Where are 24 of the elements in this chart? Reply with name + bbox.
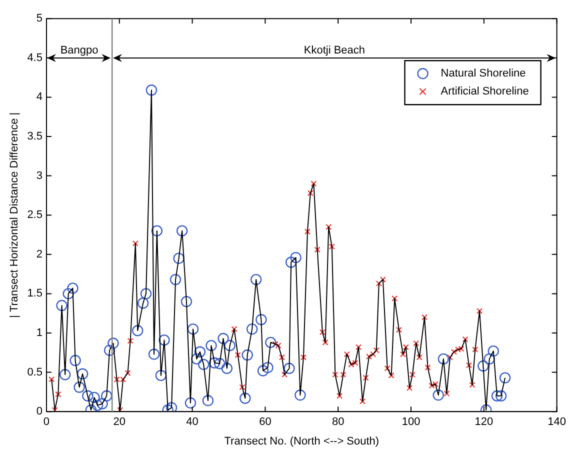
x-axis-title: Transect No. (North <--> South) [224, 435, 380, 448]
x-tick-label: 40 [186, 416, 198, 428]
annotation: Kkotji Beach [304, 44, 366, 56]
y-tick-label: 2.5 [27, 209, 42, 222]
y-tick-label: 2 [36, 248, 42, 260]
legend-label: Natural Shoreline [440, 68, 526, 80]
y-axis-title: | Transect Horizontal Distance Difference | [8, 112, 21, 318]
y-tick-label: 0 [36, 406, 42, 418]
y-tick-label: 5 [36, 12, 42, 25]
annotation: Bangpo [60, 44, 98, 56]
x-tick-label: 60 [259, 416, 272, 428]
y-tick-label: 1.5 [27, 288, 42, 300]
x-tick-label: 20 [113, 416, 126, 428]
x-tick-label: 120 [474, 416, 494, 428]
x-tick-label: 80 [332, 416, 344, 428]
y-tick-label: 4.5 [27, 52, 42, 64]
y-tick-label: 3.5 [27, 130, 42, 143]
y-tick-label: 0.5 [27, 366, 42, 378]
y-tick-label: 3 [36, 170, 42, 182]
legend-label: Artificial Shoreline [440, 86, 529, 98]
y-tick-label: 1 [36, 327, 42, 340]
y-tick-label: 4 [36, 91, 42, 104]
x-tick-label: 140 [548, 416, 566, 428]
x-tick-label: 100 [402, 416, 420, 428]
